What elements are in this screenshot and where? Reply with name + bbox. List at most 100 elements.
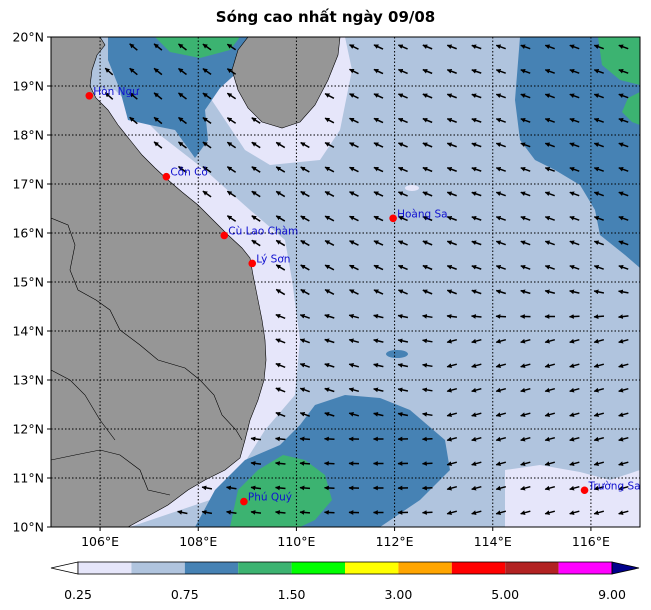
wave-arrow <box>471 510 482 515</box>
wave-arrow <box>544 485 556 491</box>
wave-arrow <box>324 412 335 417</box>
wave-arrow <box>471 142 482 148</box>
colorbar-tick-label: 0.25 <box>64 587 92 602</box>
colorbar-tick-label: 1.50 <box>278 587 306 602</box>
wave-arrow <box>422 436 433 442</box>
wave-arrow <box>544 118 555 123</box>
wave-arrow <box>275 461 286 466</box>
country-border <box>51 449 171 496</box>
wave-arrow <box>593 69 604 74</box>
colorbar-over-extension <box>611 561 640 575</box>
wave-arrow <box>495 314 507 319</box>
wave-arrow <box>178 92 187 100</box>
wave-arrow <box>618 485 629 491</box>
wave-arrow <box>324 190 335 198</box>
wave-arrow <box>324 288 335 296</box>
wave-arrow <box>495 142 506 148</box>
country-border <box>51 217 243 441</box>
wave-arrow <box>153 43 163 51</box>
wave-arrow <box>569 44 580 50</box>
colorbar-segment <box>505 562 559 574</box>
wave-arrow <box>593 314 605 319</box>
wave-arrow <box>446 69 457 74</box>
wave-arrow <box>520 167 531 172</box>
wave-arrow <box>422 117 433 124</box>
wave-arrow <box>569 436 580 442</box>
wave-arrow <box>544 69 555 74</box>
wave-arrow <box>593 461 605 466</box>
wave-arrow <box>520 191 531 197</box>
wave-arrow <box>569 191 580 197</box>
wave-arrow <box>446 510 458 515</box>
wave-arrow <box>251 239 261 247</box>
wave-arrow <box>446 142 457 148</box>
stations: Hòn Ngư Cồn Cỏ Cù Lao Chàm Lý Sơn Hoàng Sa Ph… <box>85 86 640 506</box>
wave-arrow <box>299 338 310 344</box>
y-tick-label: 10°N <box>12 520 44 535</box>
wave-arrow <box>299 314 310 319</box>
colorbar-tick-label: 9.00 <box>598 587 626 602</box>
colorbar-segment <box>184 562 239 574</box>
wave-arrow <box>349 191 359 197</box>
wave-arrow <box>471 387 482 393</box>
wave-arrow <box>618 338 629 344</box>
wave-arrow <box>618 93 629 99</box>
wave-arrow <box>422 289 433 295</box>
wave-arrow <box>618 216 629 221</box>
wave-arrow <box>275 313 286 320</box>
wave-arrow <box>226 166 237 173</box>
wave-arrow <box>569 461 580 466</box>
wave-arrow <box>300 166 310 173</box>
wave-arrow <box>275 387 286 393</box>
wave-arrow <box>593 510 605 515</box>
wave-arrow <box>422 387 433 393</box>
wave-arrow <box>226 117 237 124</box>
wave-arrow <box>446 265 457 270</box>
wave-arrow <box>251 215 261 222</box>
wave-arrow <box>324 485 335 491</box>
wave-arrow <box>373 314 384 319</box>
wave-arrow <box>569 216 580 221</box>
wave-arrow <box>520 338 531 344</box>
wave-arrow <box>397 412 409 417</box>
wave-arrow <box>544 289 556 295</box>
wave-arrow <box>422 191 433 197</box>
colorbar-segment <box>398 562 452 574</box>
wave-arrow <box>373 166 384 173</box>
wave-arrow <box>593 118 604 123</box>
wave-arrow <box>275 190 286 198</box>
wave-arrow <box>495 485 507 491</box>
colorbar-segment <box>78 562 132 574</box>
wave-arrow <box>422 142 433 148</box>
wave-arrow <box>471 485 482 491</box>
wave-arrow <box>275 239 286 247</box>
wave-arrow <box>349 68 359 75</box>
wave-arrow <box>544 167 555 172</box>
wave-arrow <box>520 216 531 221</box>
y-tick-label: 20°N <box>12 30 44 45</box>
wave-arrow <box>373 117 384 124</box>
wave-arrow <box>593 265 604 270</box>
wave-arrow <box>446 485 458 491</box>
wave-zone-100-150-east2 <box>622 92 640 125</box>
wave-arrow <box>349 289 359 295</box>
wave-arrow <box>373 338 384 344</box>
wave-arrow <box>178 165 187 174</box>
wave-arrow <box>520 436 531 442</box>
wave-arrow <box>300 264 310 271</box>
wave-arrow <box>300 190 310 198</box>
colorbar-under-extension <box>50 561 79 575</box>
wave-arrow <box>593 338 605 344</box>
wave-arrow <box>446 314 458 319</box>
colorbar-segment <box>345 562 399 574</box>
wave-arrow <box>520 142 531 148</box>
y-tick-label: 15°N <box>12 275 44 290</box>
station-marker <box>162 172 171 181</box>
wave-arrow <box>275 288 286 296</box>
wave-arrow <box>202 43 212 51</box>
wave-arrow <box>495 69 506 74</box>
wave-arrow <box>618 461 629 466</box>
wave-arrow <box>397 289 408 295</box>
wave-arrow <box>129 43 138 51</box>
